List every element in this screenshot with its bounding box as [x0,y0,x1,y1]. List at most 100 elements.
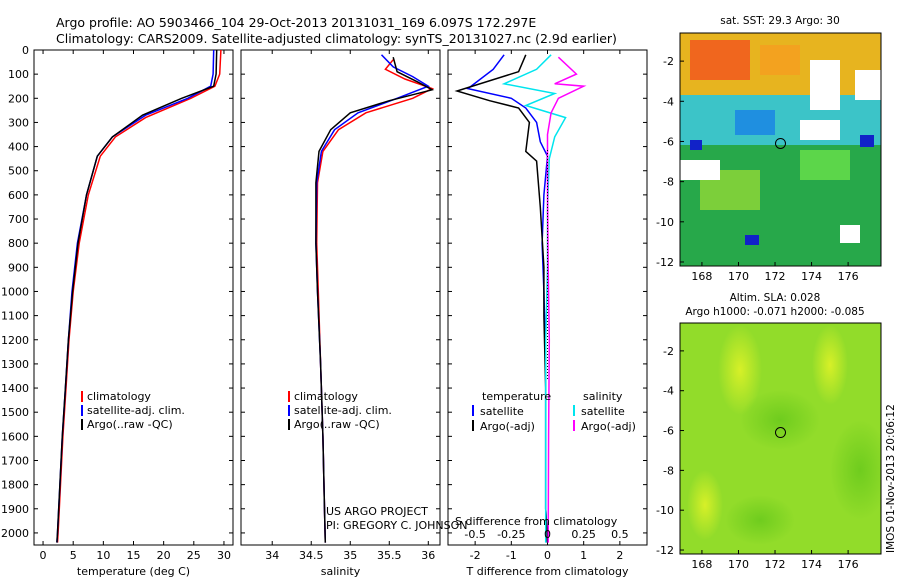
sst-cloud-5 [840,225,860,243]
sst-cloud-4 [680,160,720,180]
difference-legend-temp-title: temperature [482,390,551,403]
sst-cloud-3 [800,120,840,140]
depth-tick-label: 300 [8,116,29,129]
temperature-series-0 [56,49,222,543]
difference-xlabel-top: S difference from climatology [455,515,618,528]
sst_map-xtick-label: 174 [801,270,822,283]
sla_map-ytick-label: -2 [663,345,674,358]
sst_map-ytick-label: -4 [663,95,674,108]
credit-pi: PI: GREGORY C. JOHNSON [326,519,467,532]
difference-series-2 [501,54,567,543]
difference-xtick-label: -2 [470,549,481,562]
salinity-legend-label: climatology [294,390,358,403]
salinity-xtick-label: 35.5 [377,549,402,562]
difference-series-3 [546,56,587,543]
temperature-legend-label: Argo(..raw -QC) [87,418,173,431]
header-line-2: Climatology: CARS2009. Satellite-adjuste… [56,31,617,46]
depth-tick-label: 600 [8,189,29,202]
salinity-legend-label: satellite-adj. clim. [294,404,392,417]
sst-axes: 168 170 172 174 176 -2 -4 -6 -8 -10 -12 [656,55,859,283]
salinity-diff-tick-label: 0.25 [571,528,596,541]
salinity-panel: 34 34.5 35 35.5 36 salinity climatologysatelli… [240,49,441,578]
depth-tick-label: 1200 [1,334,29,347]
imos-side-label: IMOS 01-Nov-2013 20:06:12 [885,404,897,553]
salinity-xtick-label: 35 [343,549,357,562]
depth-tick-label: 1900 [1,503,29,516]
sla_map-ytick-label: -6 [663,425,674,438]
salinity-xtick-label: 36 [421,549,435,562]
salinity-frame [240,49,441,546]
difference-xlabel: T difference from climatology [466,565,629,578]
sla_map-ytick-label: -10 [656,504,674,517]
sla_map-xtick-label: 168 [691,558,712,571]
sst-orange-patch [760,45,800,75]
depth-tick-label: 100 [8,68,29,81]
salinity-legend-swatch [288,391,290,402]
temperature-legend-swatch [81,391,83,402]
depth-tick-label: 1500 [1,406,29,419]
sst-hot-patch [690,40,750,80]
sst_map-xtick-label: 176 [838,270,859,283]
temperature-xtick-label: 5 [70,549,77,562]
sst_map-ytick-label: -6 [663,135,674,148]
sst_map-xtick-label: 172 [765,270,786,283]
temperature-xtick-label: 0 [40,549,47,562]
salinity-series-0 [315,59,435,543]
difference-legend-sal-label: Argo(-adj) [581,420,636,433]
salinity-series-2 [315,57,435,543]
depth-tick-label: 400 [8,141,29,154]
difference-legend-sal-swatch [573,405,575,416]
temperature-series-2 [56,49,218,543]
sla-low-2 [830,420,881,520]
sla_map-xtick-label: 170 [728,558,749,571]
depth-tick-label: 1800 [1,479,29,492]
salinity-xlabel: salinity [321,565,361,578]
depth-tick-label: 2000 [1,527,29,540]
salinity-diff-tick-label: -0.5 [464,528,485,541]
sla-high-2 [812,325,848,405]
temperature-xtick-label: 30 [217,549,231,562]
sst-lightgreen-patch-2 [800,150,850,180]
sla-low-3 [725,495,795,545]
temperature-xtick-label: 25 [187,549,201,562]
depth-tick-label: 1000 [1,285,29,298]
sla_map-xtick-label: 172 [765,558,786,571]
header-line-1: Argo profile: AO 5903466_104 29-Oct-2013… [56,15,536,30]
difference-xtick-label: 0 [544,549,551,562]
sla-subtitle: Argo h1000: -0.071 h2000: -0.085 [685,306,864,318]
depth-tick-label: 1400 [1,382,29,395]
sst_map-ytick-label: -12 [656,256,674,269]
difference-legend-temp-swatch [472,405,474,416]
sla-frame [679,322,882,555]
sst-dark-spot-1 [745,235,759,245]
temperature-xtick-label: 10 [96,549,110,562]
temperature-xtick-label: 15 [127,549,141,562]
salinity-xtick-label: 34 [265,549,279,562]
depth-tick-label: 200 [8,92,29,105]
depth-tick-label: 1100 [1,310,29,323]
sst-cyan-band [680,95,881,145]
depth-tick-label: 700 [8,213,29,226]
depth-tick-label: 1700 [1,454,29,467]
sla-map-panel: Altim. SLA: 0.028 Argo h1000: -0.071 h20… [656,292,882,571]
difference-xtick-label: 1 [580,549,587,562]
temperature-legend-swatch [81,405,83,416]
sst-argo-marker [775,137,786,149]
salinity-diff-tick-label: -0.25 [497,528,525,541]
sla-low-1 [740,390,820,450]
sst-map-panel: sat. SST: 29.3 Argo: 30 [656,15,882,283]
sst-field [680,33,881,266]
temperature-frame [33,49,234,546]
temperature-panel: 0100200300400500600700800900100011001200… [1,44,234,578]
difference-xtick-label: -1 [506,549,517,562]
sla-argo-marker [775,427,786,439]
difference-legend-temp-label: Argo(-adj) [480,420,535,433]
temperature-xlabel: temperature (deg C) [77,565,190,578]
temperature-legend-swatch [81,419,83,430]
depth-tick-label: 500 [8,165,29,178]
sst-cloud-2 [855,70,881,100]
sst-blue-patch [735,110,775,135]
sla_map-xtick-label: 174 [801,558,822,571]
